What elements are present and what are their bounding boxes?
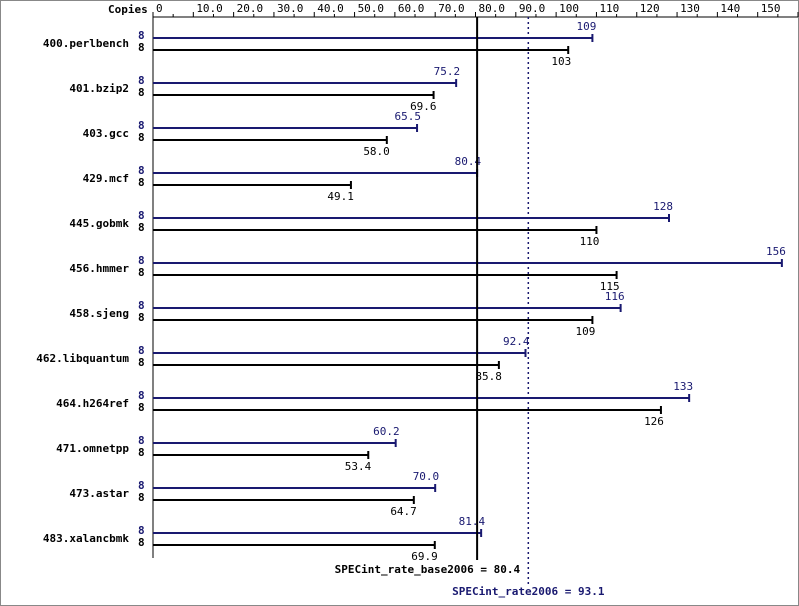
x-tick-label: 40.0 bbox=[317, 2, 344, 15]
value-label: 75.2 bbox=[434, 65, 461, 78]
value-label: 133 bbox=[673, 380, 693, 393]
value-label: 81.4 bbox=[459, 515, 486, 528]
copies-label: 8 bbox=[138, 221, 145, 234]
copies-label: 8 bbox=[138, 119, 145, 132]
value-label: 69.6 bbox=[410, 100, 437, 113]
value-label: 58.0 bbox=[363, 145, 390, 158]
value-label: 60.2 bbox=[373, 425, 400, 438]
copies-label: 8 bbox=[138, 254, 145, 267]
value-label: 116 bbox=[605, 290, 625, 303]
x-tick-label: 50.0 bbox=[358, 2, 385, 15]
category-label: 401.bzip2 bbox=[69, 82, 129, 95]
value-label: 70.0 bbox=[413, 470, 440, 483]
copies-label: 8 bbox=[138, 311, 145, 324]
copies-label: 8 bbox=[138, 356, 145, 369]
value-label: 156 bbox=[766, 245, 786, 258]
category-label: 471.omnetpp bbox=[56, 442, 129, 455]
category-label: 473.astar bbox=[69, 487, 129, 500]
copies-label: 8 bbox=[138, 164, 145, 177]
copies-header: Copies bbox=[108, 3, 148, 16]
copies-label: 8 bbox=[138, 131, 145, 144]
copies-label: 8 bbox=[138, 401, 145, 414]
value-label: 103 bbox=[551, 55, 571, 68]
category-label: 456.hmmer bbox=[69, 262, 129, 275]
copies-label: 8 bbox=[138, 209, 145, 222]
category-label: 464.h264ref bbox=[56, 397, 129, 410]
value-label: 53.4 bbox=[345, 460, 372, 473]
category-label: 458.sjeng bbox=[69, 307, 129, 320]
x-tick-label: 120 bbox=[640, 2, 660, 15]
reference-label: SPECint_rate_base2006 = 80.4 bbox=[335, 563, 521, 576]
value-label: 126 bbox=[644, 415, 664, 428]
copies-label: 8 bbox=[138, 41, 145, 54]
copies-label: 8 bbox=[138, 86, 145, 99]
x-tick-label: 20.0 bbox=[237, 2, 264, 15]
x-tick-label: 140 bbox=[720, 2, 740, 15]
value-label: 115 bbox=[600, 280, 620, 293]
copies-label: 8 bbox=[138, 299, 145, 312]
x-tick-label: 80.0 bbox=[479, 2, 506, 15]
reference-label: SPECint_rate2006 = 93.1 bbox=[452, 585, 605, 598]
copies-label: 8 bbox=[138, 344, 145, 357]
x-tick-label: 130 bbox=[680, 2, 700, 15]
copies-label: 8 bbox=[138, 524, 145, 537]
copies-label: 8 bbox=[138, 446, 145, 459]
copies-label: 8 bbox=[138, 491, 145, 504]
copies-label: 8 bbox=[138, 434, 145, 447]
category-label: 462.libquantum bbox=[36, 352, 129, 365]
copies-label: 8 bbox=[138, 389, 145, 402]
x-tick-label: 90.0 bbox=[519, 2, 546, 15]
copies-label: 8 bbox=[138, 29, 145, 42]
value-label: 49.1 bbox=[327, 190, 354, 203]
value-label: 92.4 bbox=[503, 335, 530, 348]
x-tick-label: 30.0 bbox=[277, 2, 304, 15]
category-label: 445.gobmk bbox=[69, 217, 129, 230]
copies-label: 8 bbox=[138, 479, 145, 492]
copies-label: 8 bbox=[138, 74, 145, 87]
value-label: 64.7 bbox=[390, 505, 417, 518]
value-label: 128 bbox=[653, 200, 673, 213]
x-tick-label: 110 bbox=[599, 2, 619, 15]
category-label: 403.gcc bbox=[83, 127, 129, 140]
value-label: 109 bbox=[576, 325, 596, 338]
copies-label: 8 bbox=[138, 266, 145, 279]
x-tick-label: 70.0 bbox=[438, 2, 465, 15]
x-tick-label: 60.0 bbox=[398, 2, 425, 15]
value-label: 80.4 bbox=[455, 155, 482, 168]
value-label: 69.9 bbox=[411, 550, 438, 563]
value-label: 65.5 bbox=[395, 110, 422, 123]
x-tick-label: 10.0 bbox=[196, 2, 223, 15]
copies-label: 8 bbox=[138, 536, 145, 549]
x-tick-label: 0 bbox=[156, 2, 163, 15]
category-label: 400.perlbench bbox=[43, 37, 129, 50]
category-label: 483.xalancbmk bbox=[43, 532, 129, 545]
value-label: 85.8 bbox=[475, 370, 502, 383]
category-label: 429.mcf bbox=[83, 172, 129, 185]
x-tick-label: 150 bbox=[761, 2, 781, 15]
value-label: 110 bbox=[580, 235, 600, 248]
value-label: 109 bbox=[577, 20, 597, 33]
x-tick-label: 100 bbox=[559, 2, 579, 15]
copies-label: 8 bbox=[138, 176, 145, 189]
